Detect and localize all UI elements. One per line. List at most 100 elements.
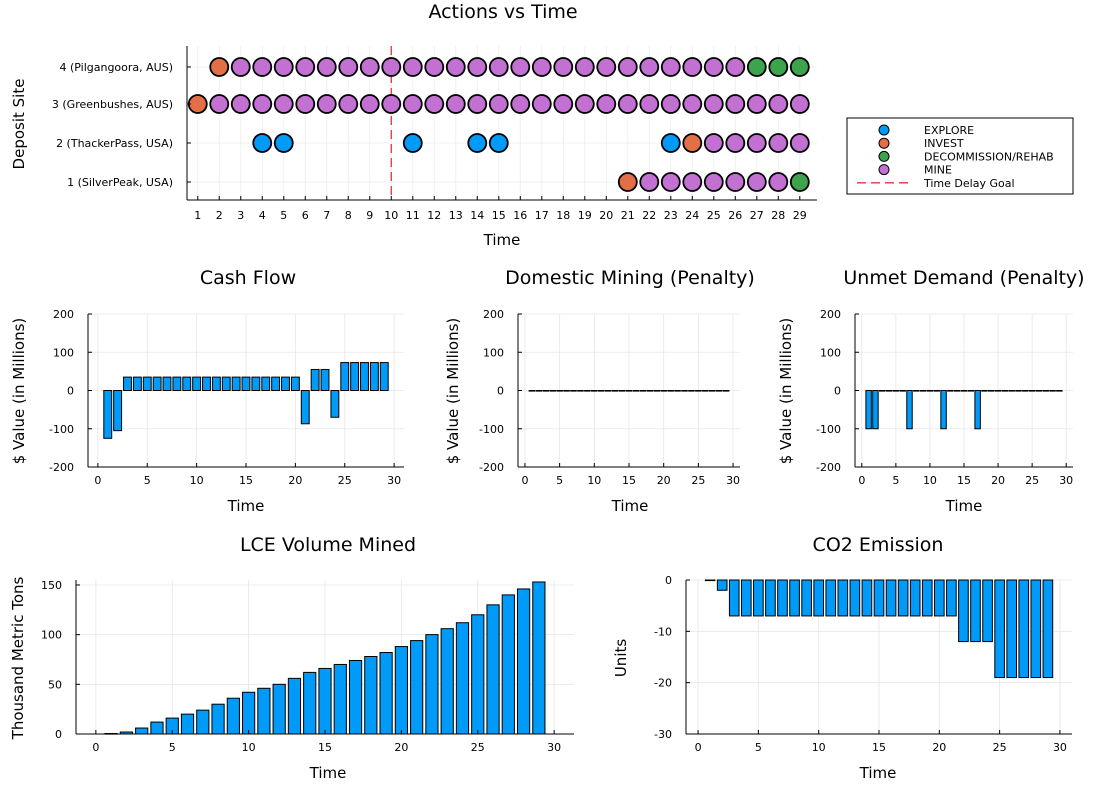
scatter-point <box>596 57 617 77</box>
bar <box>674 390 681 392</box>
bar <box>909 579 921 617</box>
bar <box>604 390 612 392</box>
bar <box>960 390 968 392</box>
bar <box>577 390 584 392</box>
bar <box>597 390 605 392</box>
scatter-point <box>725 133 746 153</box>
scatter-point <box>768 172 789 192</box>
x-tick-label: 7 <box>323 209 330 222</box>
scatter-points <box>187 57 810 192</box>
scatter-point <box>660 94 681 114</box>
x-tick-label: 14 <box>470 209 484 222</box>
x-tick-label: 16 <box>513 209 527 222</box>
bar <box>873 579 885 617</box>
bar <box>946 579 957 617</box>
bar <box>471 614 485 735</box>
axes <box>685 579 1072 735</box>
bar <box>897 579 909 617</box>
scatter-point <box>510 94 531 114</box>
x-axis-label: Time <box>483 231 521 249</box>
x-tick-label: 0 <box>92 741 99 754</box>
scatter-point <box>789 133 810 153</box>
x-tick-label: 17 <box>535 209 549 222</box>
bar <box>801 579 812 617</box>
bar <box>660 390 667 392</box>
legend-label: DECOMMISSION/REHAB <box>924 150 1054 163</box>
x-tick-label: 20 <box>991 474 1005 487</box>
bar <box>1001 390 1009 392</box>
scatter-point <box>553 57 574 77</box>
bar <box>967 390 975 392</box>
scatter-point <box>639 57 660 77</box>
bar <box>913 390 920 392</box>
y-axis-label: $ Value (in Millions) <box>777 318 795 465</box>
bar <box>290 376 300 391</box>
x-tick-label: 5 <box>892 474 899 487</box>
scatter-point <box>574 57 595 77</box>
scatter-point <box>703 172 724 192</box>
y-tick-label: 200 <box>820 308 841 321</box>
x-tick-label: 27 <box>750 209 764 222</box>
scatter-point <box>746 133 767 153</box>
x-tick-label: 22 <box>642 209 656 222</box>
x-tick-label: 12 <box>427 209 441 222</box>
y-tick-label: 100 <box>41 629 62 642</box>
y-tick-label: 100 <box>53 346 74 359</box>
bar <box>953 390 961 392</box>
y-tick-label: 4 (Pilgangoora, AUS) <box>59 61 173 74</box>
x-tick-label: 15 <box>622 474 636 487</box>
y-tick-label: 0 <box>497 385 504 398</box>
x-tick-label: 30 <box>726 474 740 487</box>
bar <box>241 376 251 391</box>
bar <box>318 667 332 735</box>
bar <box>231 376 241 391</box>
bar <box>865 390 872 430</box>
bar <box>885 390 893 392</box>
y-tick-label: 200 <box>483 308 504 321</box>
x-tick-label: 15 <box>872 741 886 754</box>
bar <box>974 390 981 430</box>
bar <box>933 390 940 392</box>
bar <box>152 376 162 391</box>
bar <box>330 390 340 418</box>
x-tick-label: 30 <box>387 474 401 487</box>
scatter-point <box>725 172 746 192</box>
bar <box>172 376 182 391</box>
bar <box>320 368 330 391</box>
bar <box>591 390 598 392</box>
bar <box>994 579 1005 679</box>
bar <box>570 390 577 392</box>
x-tick-label: 10 <box>587 474 601 487</box>
y-tick-label: 100 <box>820 346 841 359</box>
bar <box>123 376 132 391</box>
bar <box>926 390 934 392</box>
bar <box>789 579 800 617</box>
x-tick-label: 20 <box>394 741 408 754</box>
scatter-point <box>725 57 746 77</box>
y-tick-label: -10 <box>654 625 672 638</box>
x-tick-label: 15 <box>492 209 506 222</box>
bar <box>440 628 454 735</box>
bar <box>333 663 347 735</box>
legend-label: INVEST <box>924 137 964 150</box>
bar <box>1006 579 1018 679</box>
bar <box>379 362 389 392</box>
bar <box>646 390 654 392</box>
bar <box>182 376 192 391</box>
axes <box>854 313 1073 468</box>
legend-marker <box>878 164 890 176</box>
x-tick-label: 23 <box>664 209 678 222</box>
bar <box>584 390 591 392</box>
chart-title: Unmet Demand (Penalty) <box>843 267 1084 289</box>
bar <box>837 579 849 617</box>
y-tick-label: -200 <box>49 461 74 474</box>
bar <box>715 390 723 392</box>
bars <box>528 390 730 392</box>
bar <box>1008 390 1015 392</box>
scatter-point <box>682 133 703 153</box>
scatter-point <box>746 57 767 77</box>
scatter-point <box>789 94 810 114</box>
scatter-point <box>746 172 767 192</box>
